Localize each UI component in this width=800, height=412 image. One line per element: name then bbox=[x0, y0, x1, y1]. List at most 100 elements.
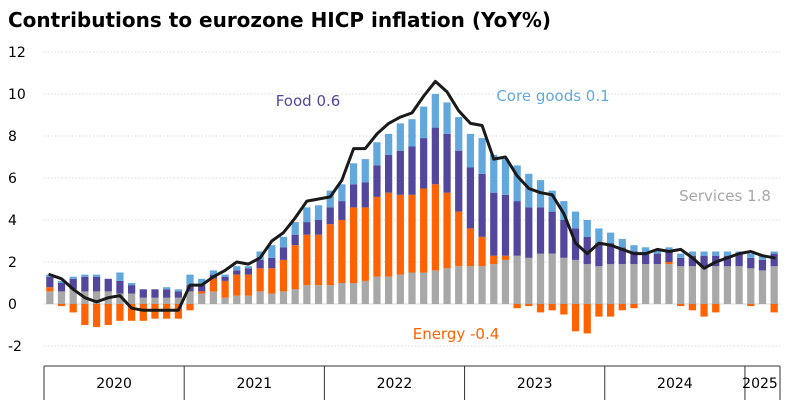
annotation-food: Food 0.6 bbox=[276, 92, 341, 110]
bar-energy bbox=[536, 304, 545, 313]
bar-energy bbox=[69, 304, 77, 313]
bar-core-goods bbox=[385, 133, 393, 155]
y-tick-label: 10 bbox=[8, 87, 26, 103]
bar-energy bbox=[677, 304, 685, 307]
bar-core-goods bbox=[174, 289, 182, 292]
bar-food bbox=[291, 234, 299, 246]
bar-food bbox=[338, 201, 346, 220]
bar-energy bbox=[560, 304, 568, 315]
bar-services bbox=[116, 293, 124, 304]
bar-services bbox=[385, 276, 393, 304]
bar-core-goods bbox=[57, 280, 66, 283]
bar-core-goods bbox=[571, 211, 580, 229]
bar-energy bbox=[279, 259, 288, 292]
bar-services bbox=[92, 291, 101, 304]
bar-food bbox=[279, 247, 288, 260]
bar-core-goods bbox=[186, 274, 194, 286]
bar-core-goods bbox=[677, 253, 685, 258]
bar-core-goods bbox=[408, 119, 416, 147]
bar-core-goods bbox=[279, 236, 288, 248]
bar-services bbox=[536, 253, 545, 304]
bar-services bbox=[642, 264, 650, 304]
bar-food bbox=[174, 291, 182, 298]
bar-services bbox=[501, 259, 510, 304]
bar-energy bbox=[57, 304, 66, 307]
bar-core-goods bbox=[92, 274, 101, 277]
bar-food bbox=[256, 259, 264, 269]
bar-energy bbox=[571, 304, 580, 332]
bar-services bbox=[700, 266, 708, 304]
bar-core-goods bbox=[443, 102, 451, 134]
bar-services bbox=[723, 266, 732, 304]
bar-food bbox=[408, 146, 416, 195]
bar-food bbox=[396, 150, 404, 195]
bar-energy bbox=[408, 194, 416, 273]
bar-core-goods bbox=[758, 255, 767, 260]
bar-services bbox=[490, 264, 498, 304]
bar-core-goods bbox=[583, 220, 591, 237]
bar-food bbox=[92, 276, 101, 292]
bar-core-goods bbox=[618, 238, 626, 248]
bar-core-goods bbox=[630, 245, 638, 252]
bar-services bbox=[291, 289, 299, 304]
bar-energy bbox=[385, 192, 393, 277]
bar-energy bbox=[630, 304, 638, 309]
bar-services bbox=[314, 285, 323, 304]
bar-food bbox=[583, 236, 591, 265]
annotation-core-goods: Core goods 0.1 bbox=[496, 87, 609, 105]
bar-services bbox=[665, 264, 673, 304]
bar-core-goods bbox=[81, 274, 89, 277]
bar-food bbox=[69, 278, 77, 290]
bar-food bbox=[747, 257, 755, 269]
bar-energy bbox=[618, 304, 626, 311]
bar-energy bbox=[291, 245, 299, 290]
bar-core-goods bbox=[221, 274, 229, 277]
bar-food bbox=[536, 207, 545, 254]
bar-energy bbox=[326, 224, 334, 286]
bar-services bbox=[560, 257, 568, 304]
bar-energy bbox=[349, 207, 358, 283]
bar-services bbox=[279, 291, 288, 304]
y-tick-label: 0 bbox=[8, 297, 17, 313]
bar-core-goods bbox=[209, 270, 218, 275]
bar-food bbox=[525, 207, 533, 258]
bar-core-goods bbox=[501, 159, 510, 195]
bar-food bbox=[490, 192, 498, 256]
bar-food bbox=[233, 270, 241, 275]
bar-energy bbox=[268, 268, 276, 294]
bar-core-goods bbox=[606, 232, 615, 244]
bar-energy bbox=[665, 262, 673, 265]
bar-services bbox=[478, 266, 486, 304]
bar-services bbox=[606, 264, 615, 304]
bar-services bbox=[349, 283, 358, 304]
bar-services bbox=[513, 255, 521, 304]
bar-core-goods bbox=[420, 106, 428, 139]
bar-services bbox=[174, 297, 182, 304]
bar-food bbox=[198, 285, 206, 292]
bar-energy bbox=[501, 255, 510, 260]
bar-food bbox=[151, 289, 159, 298]
bar-services bbox=[373, 276, 381, 304]
x-tick-label: 2021 bbox=[236, 376, 272, 392]
bar-energy bbox=[466, 228, 475, 267]
bar-food bbox=[221, 276, 229, 281]
bar-services bbox=[712, 266, 720, 304]
bar-energy bbox=[128, 304, 136, 321]
bar-energy bbox=[770, 304, 778, 313]
y-tick-label: -2 bbox=[8, 339, 22, 355]
bar-energy bbox=[233, 274, 241, 296]
bar-services bbox=[408, 272, 416, 304]
bar-energy bbox=[443, 192, 451, 269]
bar-services bbox=[163, 297, 171, 304]
bar-food bbox=[618, 247, 626, 265]
bar-services bbox=[128, 293, 136, 304]
bar-core-goods bbox=[116, 272, 124, 281]
bar-energy bbox=[116, 304, 124, 321]
bar-services bbox=[571, 259, 580, 304]
bar-energy bbox=[92, 304, 101, 328]
bar-core-goods bbox=[291, 222, 299, 235]
bar-services bbox=[46, 291, 54, 304]
bar-food bbox=[595, 243, 603, 267]
y-tick-label: 12 bbox=[8, 45, 26, 61]
